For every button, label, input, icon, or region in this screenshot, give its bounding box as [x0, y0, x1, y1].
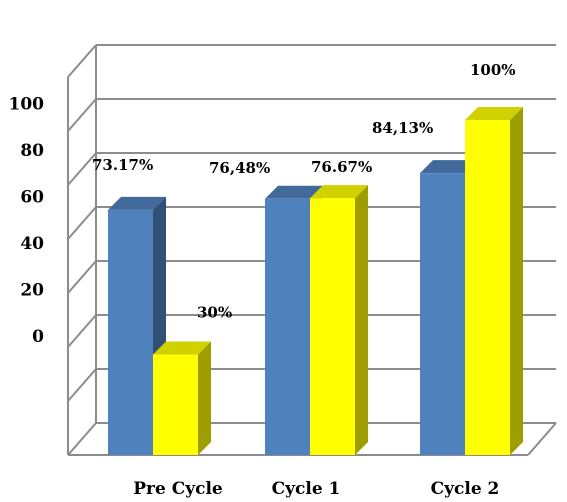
bar-top — [108, 196, 166, 210]
y-tick-label: 80 — [20, 141, 44, 161]
y-tick-label: 60 — [20, 188, 44, 208]
bar-side — [198, 341, 211, 455]
bar — [153, 354, 198, 455]
y-tick-label: 0 — [32, 327, 44, 347]
side-gridline — [67, 422, 97, 456]
side-gridline — [67, 152, 97, 186]
category-label: Pre Cycle — [133, 479, 223, 499]
category-labels: Pre Cycle Cycle 1 Cycle 2 — [133, 479, 499, 499]
category-label: Cycle 2 — [431, 479, 500, 499]
side-gridline — [67, 44, 97, 78]
side-gridline — [67, 314, 97, 348]
bar — [310, 198, 355, 455]
y-tick-label: 20 — [20, 281, 44, 301]
y-tick-label: 100 — [9, 95, 45, 115]
data-label: 84,13% — [372, 119, 433, 137]
y-axis-tick-labels: 0 20 40 60 80 100 — [9, 95, 45, 348]
bar-top — [265, 185, 323, 199]
data-label: 76.67% — [311, 158, 372, 176]
side-gridline — [67, 260, 97, 294]
bar-top — [310, 185, 368, 199]
bar — [108, 209, 153, 455]
bars — [108, 107, 523, 456]
data-label: 30% — [197, 304, 232, 322]
bar — [265, 198, 310, 456]
data-labels: 73.17% 30% 76,48% 76.67% 84,13% 100% — [92, 61, 516, 322]
bar-side — [510, 107, 523, 455]
side-gridline — [67, 98, 97, 132]
data-label: 100% — [470, 61, 516, 79]
bar-top — [465, 107, 523, 120]
bar-top — [420, 160, 478, 174]
bar — [465, 120, 510, 455]
category-label: Cycle 1 — [272, 479, 341, 499]
bar — [420, 173, 465, 456]
bar-side — [355, 185, 368, 455]
y-tick-label: 40 — [20, 234, 44, 254]
side-gridline — [67, 206, 97, 240]
bar-top — [153, 341, 211, 355]
data-label: 73.17% — [92, 156, 153, 174]
data-label: 76,48% — [209, 159, 270, 177]
floor-right-edge — [527, 422, 557, 456]
side-gridline — [67, 368, 97, 402]
